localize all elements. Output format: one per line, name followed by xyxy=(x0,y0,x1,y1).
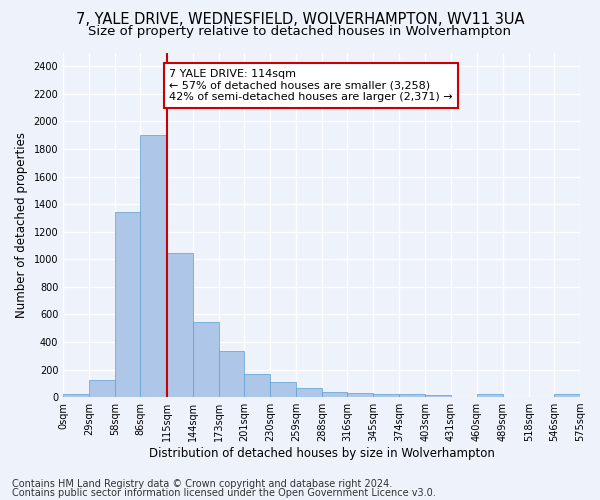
Bar xyxy=(89,380,115,397)
Bar xyxy=(63,394,89,397)
Text: 7, YALE DRIVE, WEDNESFIELD, WOLVERHAMPTON, WV11 3UA: 7, YALE DRIVE, WEDNESFIELD, WOLVERHAMPTO… xyxy=(76,12,524,28)
Bar xyxy=(322,392,347,397)
X-axis label: Distribution of detached houses by size in Wolverhampton: Distribution of detached houses by size … xyxy=(149,447,494,460)
Bar xyxy=(115,212,140,397)
Text: Contains HM Land Registry data © Crown copyright and database right 2024.: Contains HM Land Registry data © Crown c… xyxy=(12,479,392,489)
Bar xyxy=(425,395,451,397)
Bar xyxy=(347,393,373,397)
Text: 7 YALE DRIVE: 114sqm
← 57% of detached houses are smaller (3,258)
42% of semi-de: 7 YALE DRIVE: 114sqm ← 57% of detached h… xyxy=(169,69,453,102)
Bar xyxy=(270,382,296,397)
Bar xyxy=(373,394,400,397)
Bar xyxy=(218,351,244,397)
Bar xyxy=(554,394,580,397)
Bar xyxy=(167,253,193,397)
Bar xyxy=(400,394,425,397)
Bar xyxy=(476,394,503,397)
Text: Contains public sector information licensed under the Open Government Licence v3: Contains public sector information licen… xyxy=(12,488,436,498)
Bar xyxy=(193,322,218,397)
Text: Size of property relative to detached houses in Wolverhampton: Size of property relative to detached ho… xyxy=(89,25,511,38)
Bar xyxy=(140,135,167,397)
Y-axis label: Number of detached properties: Number of detached properties xyxy=(15,132,28,318)
Bar xyxy=(296,388,322,397)
Bar xyxy=(244,374,270,397)
